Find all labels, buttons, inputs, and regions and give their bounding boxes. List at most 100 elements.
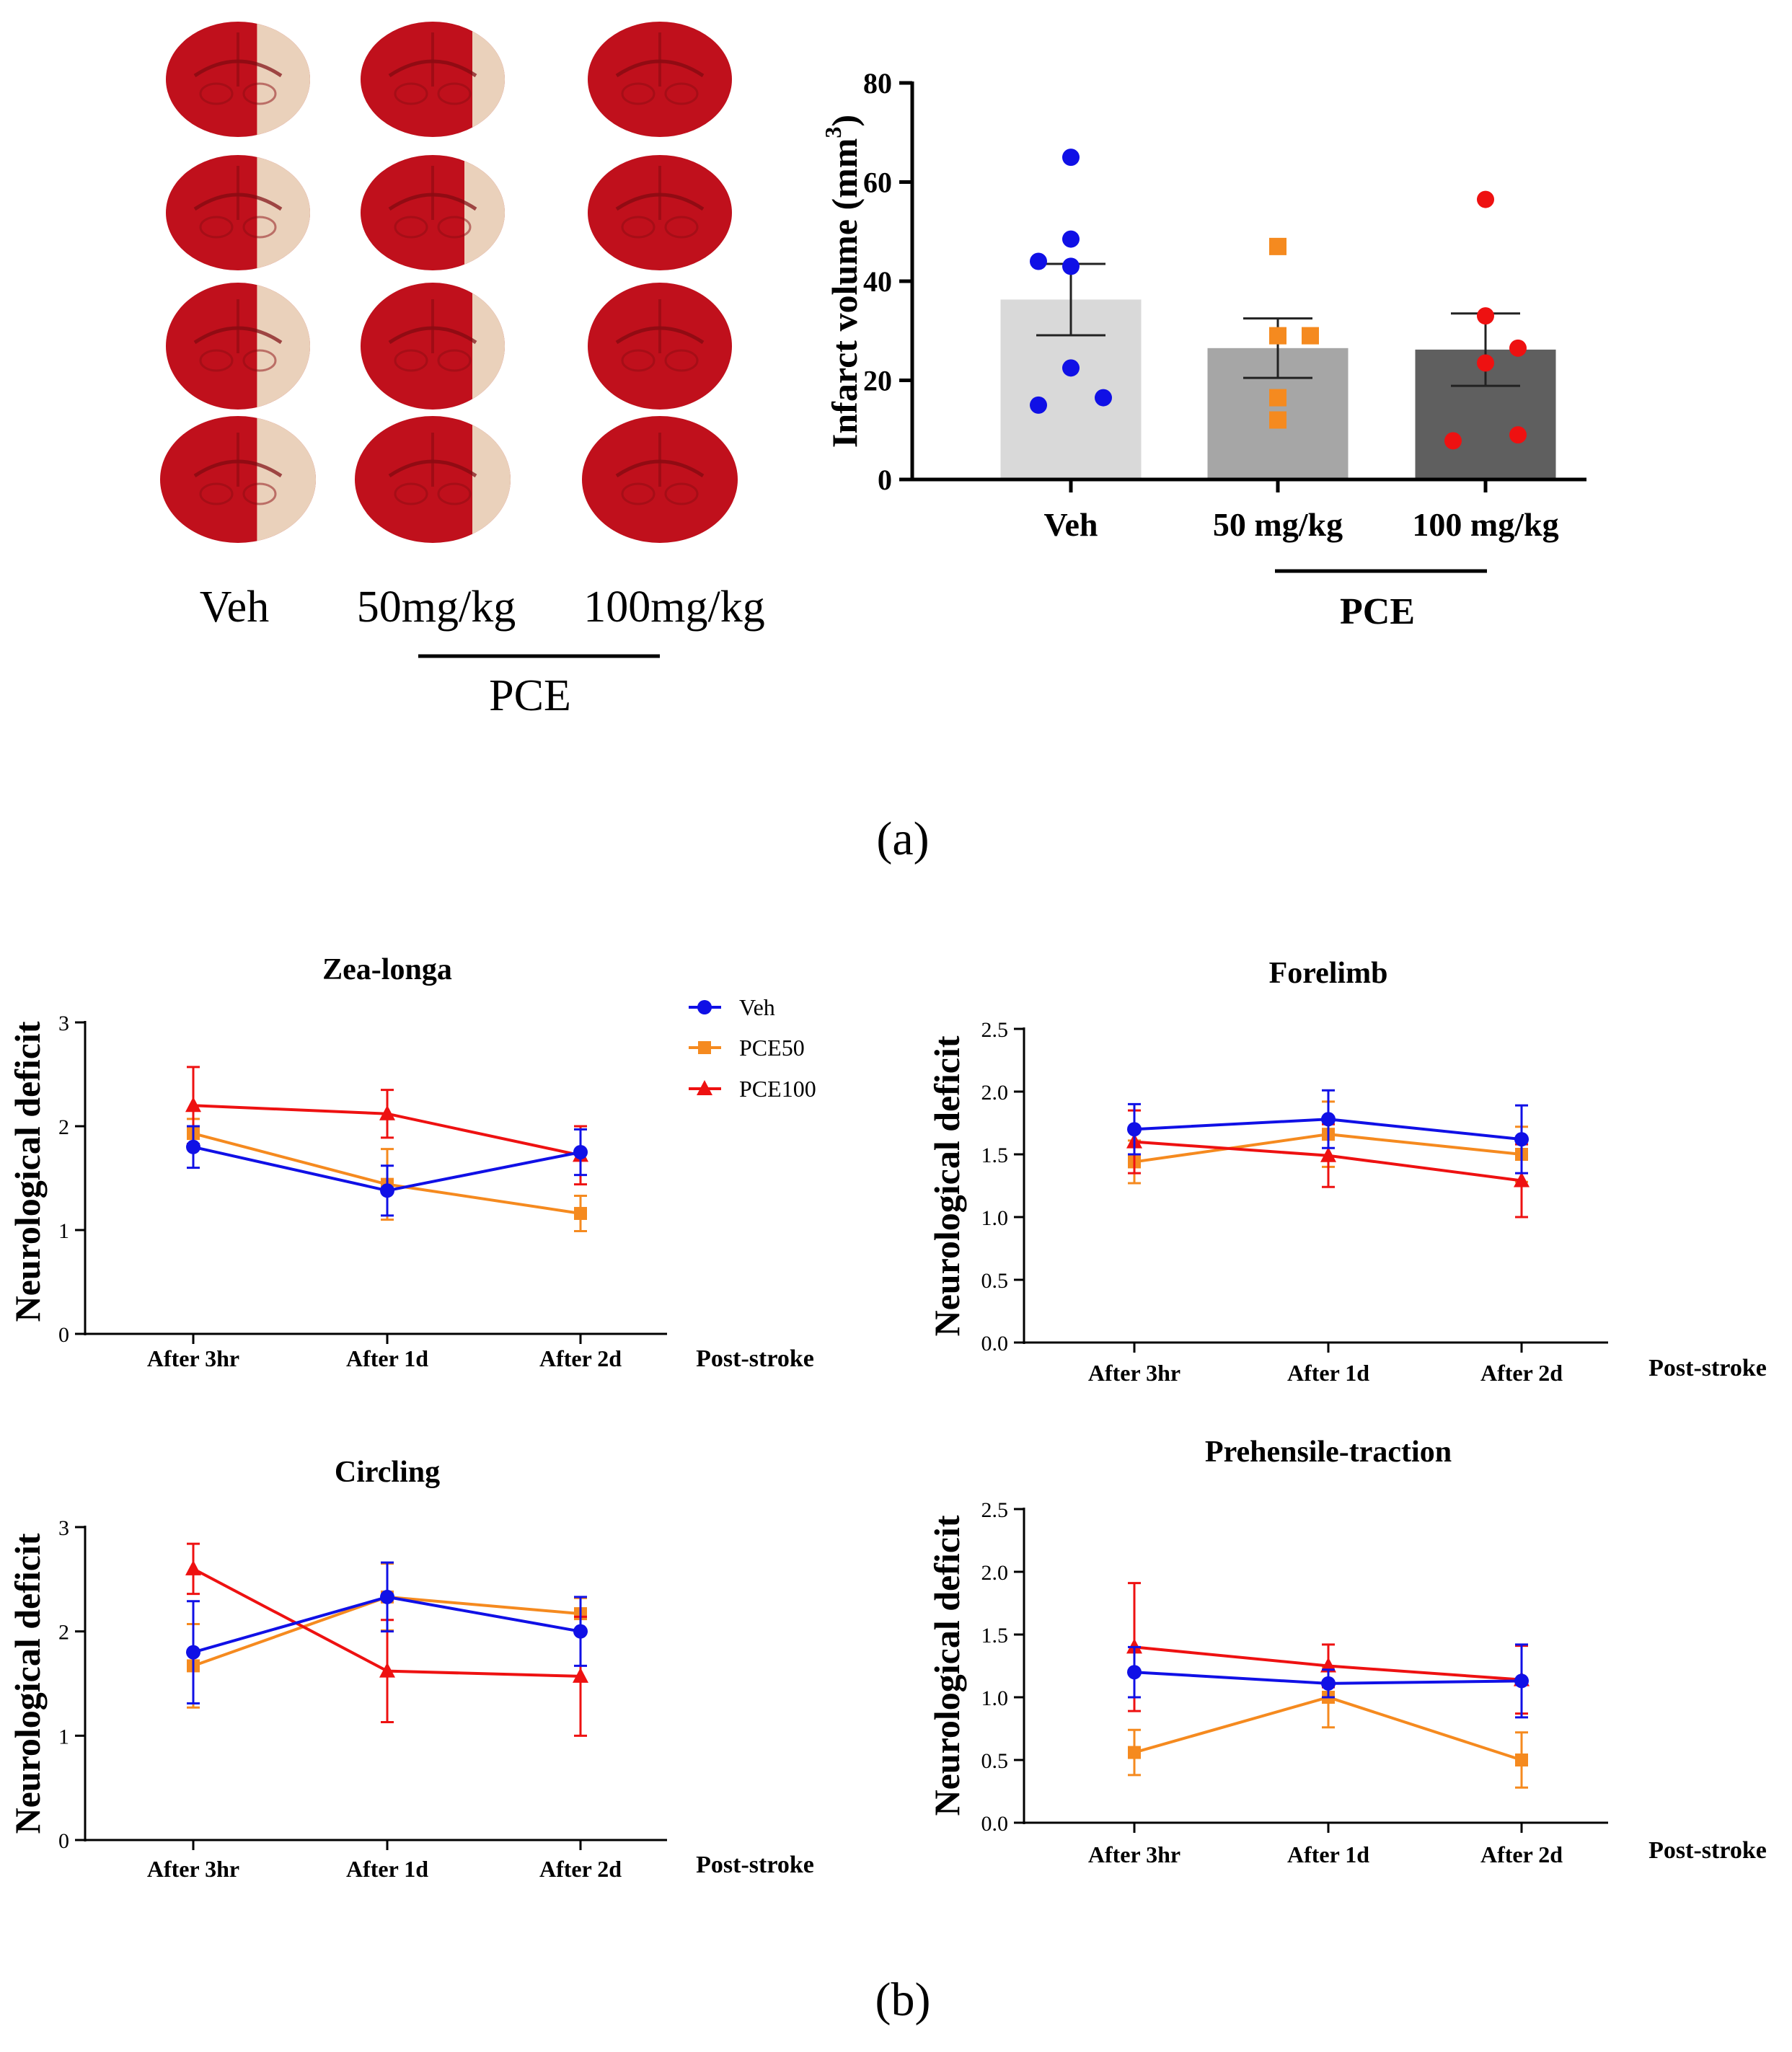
x-category-label: Veh xyxy=(1044,506,1098,543)
series-marker xyxy=(1128,1746,1141,1759)
y-axis-label-close: ) xyxy=(824,115,865,127)
y-tick-label: 3 xyxy=(58,1012,69,1035)
infarct-region xyxy=(464,155,505,270)
ventricle xyxy=(394,216,428,239)
x-tick-label: After 2d xyxy=(1480,1841,1563,1867)
series-marker xyxy=(186,1645,200,1660)
y-tick-label: 2.5 xyxy=(981,1018,1009,1042)
series-marker xyxy=(379,1662,395,1678)
y-tick-label: 0 xyxy=(58,1323,69,1347)
y-tick-label: 2.0 xyxy=(981,1561,1009,1585)
ventricle xyxy=(437,216,472,239)
ventricle xyxy=(394,482,428,505)
y-tick-label: 1 xyxy=(58,1725,69,1748)
x-category-label: 50 mg/kg xyxy=(1213,506,1343,543)
brain-section-grid xyxy=(160,22,738,543)
y-axis-label: Neurological deficit xyxy=(7,1021,48,1322)
x-tick-label: After 3hr xyxy=(1088,1360,1180,1386)
ventricle xyxy=(664,482,699,505)
ventricle xyxy=(199,349,234,372)
legend-label: PCE100 xyxy=(739,1076,816,1102)
series-marker xyxy=(185,1097,201,1113)
series-marker xyxy=(698,1041,711,1054)
series-marker xyxy=(1514,1172,1530,1188)
brain-section-r2-c1 xyxy=(166,155,310,270)
series-marker xyxy=(380,1589,394,1604)
series-marker xyxy=(379,1105,395,1120)
series-marker xyxy=(1514,1673,1529,1689)
data-point xyxy=(1444,432,1462,450)
ventricle xyxy=(621,482,656,505)
y-tick-label: 0 xyxy=(878,464,892,496)
y-tick-label: 60 xyxy=(863,167,892,199)
ventricle xyxy=(394,349,428,372)
y-tick-label: 40 xyxy=(863,265,892,298)
circling-chart: Circling Neurological deficit 0 1 2 3 After 3h… xyxy=(7,1456,814,1882)
ventricle xyxy=(242,349,277,372)
legend-label: PCE50 xyxy=(739,1035,805,1061)
ventricle xyxy=(621,349,656,372)
series-veh xyxy=(186,1561,588,1704)
y-tick-label: 2.5 xyxy=(981,1498,1009,1522)
x-tick-label: After 2d xyxy=(539,1345,622,1371)
data-point xyxy=(1030,396,1047,414)
x-axis-side-label: Post-stroke xyxy=(696,1852,814,1878)
infarct-region xyxy=(257,155,310,270)
x-tick-label: After 1d xyxy=(346,1345,428,1371)
series-veh xyxy=(1127,1643,1529,1719)
brain-section-r1-c2 xyxy=(361,22,505,137)
data-point xyxy=(1062,230,1080,248)
x-tick-label: After 2d xyxy=(1480,1360,1563,1386)
series-marker xyxy=(1127,1122,1142,1137)
series-marker xyxy=(1515,1754,1528,1766)
ventricle xyxy=(242,216,277,239)
brain-section-r1-c3 xyxy=(588,22,732,137)
data-point xyxy=(1030,252,1047,270)
legend-item-pce50: PCE50 xyxy=(689,1035,805,1061)
infarct-region xyxy=(257,416,316,543)
series-marker xyxy=(697,1000,712,1014)
data-point xyxy=(1095,389,1112,407)
series-veh xyxy=(186,1125,588,1217)
x-tick-label: After 1d xyxy=(1287,1841,1369,1867)
series-marker xyxy=(573,1145,588,1159)
y-tick-label: 2.0 xyxy=(981,1081,1009,1105)
x-tick-label: After 1d xyxy=(346,1856,428,1882)
ventricle xyxy=(664,82,699,105)
brain-section-r2-c3 xyxy=(588,155,732,270)
y-tick-label: 1.5 xyxy=(981,1144,1009,1167)
tissue-column-label-50: 50mg/kg xyxy=(357,583,516,632)
data-point xyxy=(1509,339,1527,357)
y-axis-label: Neurological deficit xyxy=(927,1035,967,1336)
x-tick-label: After 2d xyxy=(539,1856,622,1882)
infarct-region xyxy=(472,283,505,410)
y-axis-label: Neurological deficit xyxy=(927,1515,967,1816)
ventricle xyxy=(199,216,234,239)
ventricle xyxy=(437,349,472,372)
data-point xyxy=(1477,354,1494,372)
series-marker xyxy=(573,1624,588,1639)
infarct-region xyxy=(257,22,310,137)
brain-section-r4-c3 xyxy=(582,416,738,543)
data-point xyxy=(1269,237,1286,255)
ventricle xyxy=(199,82,234,105)
data-point xyxy=(1477,307,1494,325)
series-marker xyxy=(186,1139,200,1154)
tissue-column-label-100: 100mg/kg xyxy=(583,583,764,632)
data-point xyxy=(1509,426,1527,444)
infarct-region xyxy=(257,283,310,410)
x-category-label: 100 mg/kg xyxy=(1412,506,1558,543)
data-point xyxy=(1062,257,1080,275)
data-point xyxy=(1302,327,1319,345)
y-tick-label: 2 xyxy=(58,1115,69,1139)
y-tick-label: 0.0 xyxy=(981,1812,1009,1836)
tissue-column-label-veh: Veh xyxy=(200,583,269,632)
ventricle xyxy=(394,82,428,105)
infarct-region xyxy=(472,22,505,137)
group-label: PCE xyxy=(1340,591,1415,632)
y-tick-label: 1.5 xyxy=(981,1624,1009,1648)
ventricle xyxy=(621,82,656,105)
y-axis-label: Neurological deficit xyxy=(7,1533,48,1834)
legend-item-pce100: PCE100 xyxy=(689,1076,816,1102)
